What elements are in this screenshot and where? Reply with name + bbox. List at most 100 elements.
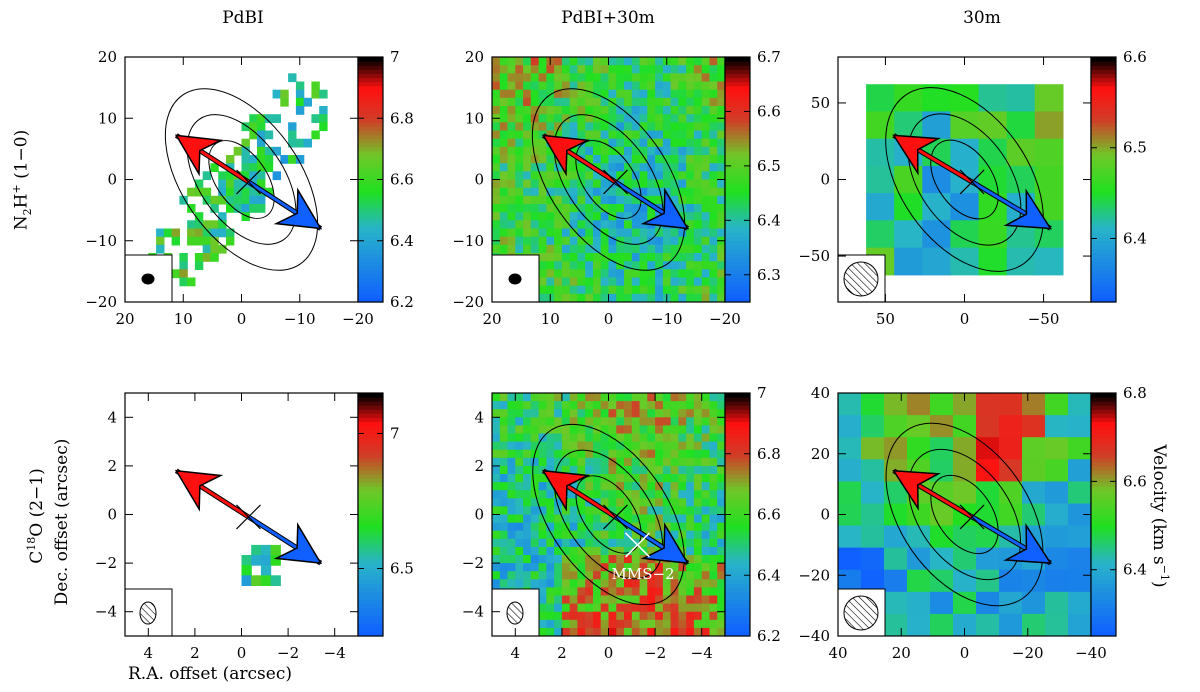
- x-tick-label: 20: [115, 310, 134, 328]
- x-tick-label: 0: [604, 310, 614, 328]
- x-tick-label: −2: [277, 644, 299, 662]
- y-tick-label: −10: [452, 232, 484, 250]
- colorbar-tick-label: 6.8: [390, 109, 414, 127]
- x-axis-label: R.A. offset (arcsec): [128, 664, 292, 684]
- y-tick-label: 0: [107, 506, 117, 524]
- panel-1-2: 40 20 0 −20 −40 −40 −20 0 20 40 6.4 6.6 6.8: [798, 384, 1147, 662]
- colorbar-tick-label: 6.5: [1123, 139, 1147, 157]
- panel-0-0: 20 10 0 −10 −20 −20 −10 0 10 20 6.2 6.4 6.6 6.8 7: [85, 48, 414, 328]
- y-tick-label: 20: [465, 48, 484, 66]
- velocity-map: [148, 73, 328, 287]
- y-axis-label: Dec. offset (arcsec): [52, 438, 72, 606]
- source-cross-icon: [236, 504, 261, 530]
- red-arrowhead-icon: [174, 469, 224, 512]
- x-tick-label: −10: [651, 310, 683, 328]
- x-tick-label: 0: [237, 644, 247, 662]
- x-tick-label: 20: [482, 310, 501, 328]
- colorbar-tick-label: 6.6: [390, 171, 414, 189]
- source-cross-icon: [603, 504, 628, 530]
- colorbar-tick-label: 6.6: [1123, 48, 1147, 66]
- colorbar: 6.2 6.4 6.6 6.8 7: [357, 48, 414, 311]
- blue-arrowhead-icon: [273, 187, 323, 230]
- x-tick-label: 10: [541, 310, 560, 328]
- colorbar-tick-label: 6.4: [1123, 229, 1147, 247]
- y-tick-label: −4: [462, 603, 484, 621]
- colorbar-tick-label: 6.7: [757, 48, 781, 66]
- y-tick-label: 40: [811, 384, 830, 402]
- velocity-map: [866, 84, 1064, 276]
- y-tick-label: −2: [95, 554, 117, 572]
- colorbar-tick-label: 6.8: [757, 445, 781, 463]
- red-arrowhead-icon: [174, 134, 224, 177]
- velocity-map: [241, 544, 281, 586]
- blue-arrowhead-icon: [273, 522, 323, 565]
- y-tick-label: 20: [811, 445, 830, 463]
- row-label-n2h: N2H+ (1−0): [9, 129, 35, 231]
- column-title-pdbi-30m: PdBI+30m: [561, 8, 655, 28]
- blue-arrowhead-icon: [1003, 188, 1052, 230]
- y-tick-label: 0: [820, 506, 830, 524]
- x-tick-label: 0: [960, 644, 970, 662]
- x-tick-label: −2: [644, 644, 666, 662]
- row-label-c18o: C18O (2−1): [25, 468, 47, 564]
- column-title-30m: 30m: [963, 8, 1001, 28]
- y-tick-label: 0: [820, 171, 830, 189]
- colorbar: 6.57: [357, 392, 414, 637]
- blue-arrowhead-icon: [1003, 523, 1052, 564]
- x-tick-label: 4: [511, 644, 521, 662]
- panel-1-1: MMS−2 4 2 0 −2 −4 −4 −2 0 2 4 6.2 6.4 6.6 6.8 7: [462, 384, 781, 662]
- colorbar: 6.3 6.4 6.5 6.6 6.7: [724, 48, 781, 303]
- source-cross-icon: [959, 504, 985, 530]
- x-tick-label: −20: [1012, 644, 1044, 662]
- colorbar-tick-label: 6.4: [390, 232, 414, 250]
- beam-icon: [843, 261, 879, 297]
- colorbar-tick-label: 6.6: [1123, 472, 1147, 490]
- beam-icon: [508, 273, 522, 285]
- y-tick-label: 0: [474, 171, 484, 189]
- y-tick-label: 10: [465, 109, 484, 127]
- panel-0-2: 50 0 −50 −50 0 50 6.4 6.5 6.6: [798, 48, 1147, 328]
- colorbar-tick-label: 7: [757, 384, 767, 402]
- x-tick-label: 40: [828, 644, 847, 662]
- y-tick-label: −20: [798, 566, 830, 584]
- mms2-cross-icon: [624, 532, 651, 558]
- colorbar: 6.4 6.5 6.6: [1090, 48, 1147, 303]
- colorbar-tick-label: 7: [390, 425, 400, 443]
- blue-arrowhead-icon: [640, 187, 690, 230]
- colorbar-tick-label: 6.4: [757, 566, 781, 584]
- velocity-map: [492, 57, 725, 302]
- colorbar-tick-label: 7: [390, 48, 400, 66]
- y-tick-label: 20: [98, 48, 117, 66]
- y-tick-label: −4: [95, 603, 117, 621]
- x-tick-label: −20: [342, 310, 374, 328]
- y-tick-label: 2: [107, 457, 117, 475]
- colorbar-tick-label: 6.5: [390, 560, 414, 578]
- colorbar-tick-label: 6.5: [757, 157, 781, 175]
- colorbar-tick-label: 6.4: [757, 211, 781, 229]
- red-arrowhead-icon: [892, 469, 941, 511]
- x-tick-label: 20: [892, 644, 911, 662]
- y-tick-label: 4: [474, 408, 484, 426]
- colorbar-tick-label: 6.8: [1123, 384, 1147, 402]
- blue-arrowhead-icon: [640, 522, 690, 565]
- source-cross-icon: [959, 169, 985, 195]
- y-tick-label: −20: [85, 293, 117, 311]
- y-tick-label: −20: [452, 293, 484, 311]
- red-arrowhead-icon: [541, 134, 591, 177]
- velocity-map: [838, 393, 1091, 636]
- colorbar-tick-label: 6.3: [757, 266, 781, 284]
- red-arrowhead-icon: [541, 469, 591, 512]
- x-tick-label: −10: [284, 310, 316, 328]
- x-tick-label: 50: [876, 310, 895, 328]
- y-tick-label: 50: [811, 94, 830, 112]
- velocity-map: [492, 393, 725, 636]
- red-arrowhead-icon: [892, 134, 941, 176]
- colorbar-label: Velocity (km s−1): [1149, 444, 1171, 588]
- colorbar-tick-label: 6.6: [757, 506, 781, 524]
- x-tick-label: 0: [237, 310, 247, 328]
- x-tick-label: 10: [174, 310, 193, 328]
- source-cross-icon: [236, 169, 261, 195]
- colorbar-tick-label: 6.6: [757, 102, 781, 120]
- y-tick-label: 0: [474, 506, 484, 524]
